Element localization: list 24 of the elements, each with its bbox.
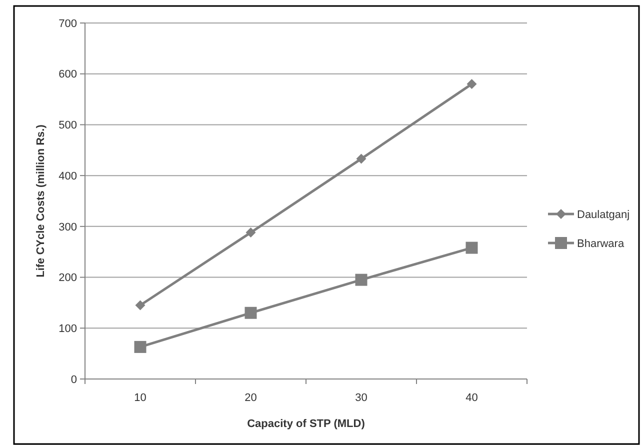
x-axis-title: Capacity of STP (MLD) bbox=[247, 418, 366, 430]
y-tick-label: 400 bbox=[58, 170, 77, 182]
point bbox=[466, 242, 478, 254]
y-tick-label: 200 bbox=[58, 272, 77, 284]
legend-label: Daulatganj bbox=[577, 208, 630, 221]
point bbox=[134, 340, 146, 353]
y-tick-label: 600 bbox=[58, 68, 77, 81]
y-tick-label: 0 bbox=[70, 374, 77, 386]
point bbox=[135, 300, 146, 310]
point bbox=[356, 154, 366, 164]
point bbox=[466, 79, 477, 90]
point bbox=[244, 306, 257, 319]
y-tick-label: 100 bbox=[58, 322, 77, 335]
point bbox=[246, 228, 256, 238]
legend-label: Bharwara bbox=[577, 238, 625, 250]
point bbox=[355, 274, 368, 286]
x-tick-label: 30 bbox=[355, 392, 368, 404]
y-axis-title: Life CYcle Costs (million Rs.) bbox=[35, 124, 47, 278]
x-tick-label: 20 bbox=[244, 392, 257, 404]
y-tick-label: 300 bbox=[58, 221, 77, 234]
x-tick-label: 40 bbox=[466, 392, 478, 404]
y-tick-label: 500 bbox=[58, 120, 77, 132]
x-tick-label: 10 bbox=[134, 392, 146, 404]
y-tick-label: 700 bbox=[58, 18, 77, 30]
